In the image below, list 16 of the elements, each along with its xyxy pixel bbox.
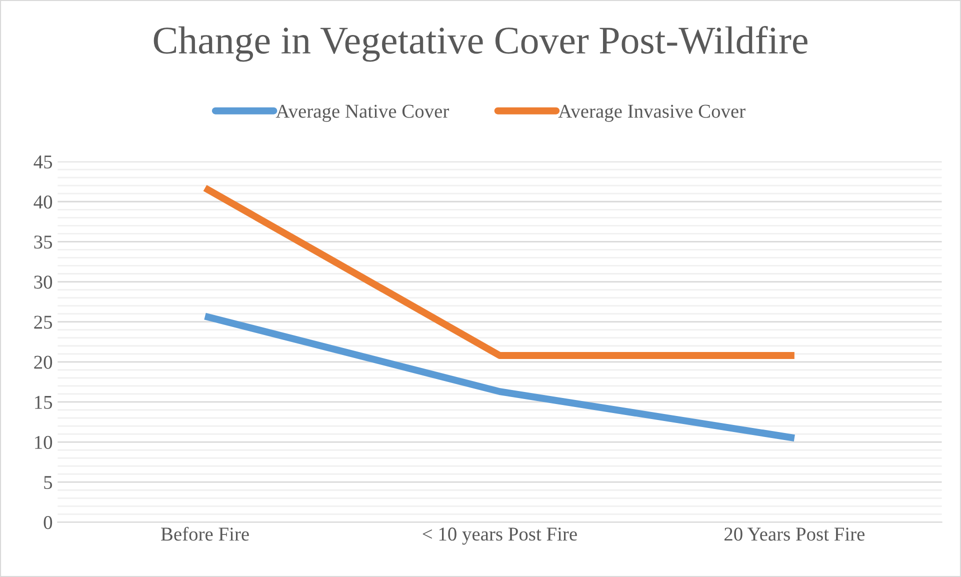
- x-tick-label: < 10 years Post Fire: [422, 528, 577, 545]
- y-tick-label: 5: [44, 476, 52, 490]
- y-tick-label: 20: [34, 356, 52, 369]
- legend-label: Average Native Cover: [276, 104, 449, 122]
- y-tick-label: 15: [35, 396, 52, 409]
- y-tick-label: 35: [34, 236, 52, 249]
- legend-label: Average Invasive Cover: [558, 104, 746, 122]
- y-tick-label: 45: [34, 156, 52, 168]
- y-tick-label: 10: [35, 436, 52, 449]
- y-tick-label: 25: [34, 316, 52, 329]
- x-tick-label: Before Fire: [161, 526, 249, 541]
- y-tick-label: 0: [44, 516, 52, 530]
- x-tick-label: 20 Years Post Fire: [724, 528, 865, 541]
- y-tick-label: 30: [34, 276, 52, 289]
- y-tick-label: 40: [34, 195, 52, 209]
- chart-title: Change in Vegetative Cover Post-Wildfire: [154, 26, 808, 62]
